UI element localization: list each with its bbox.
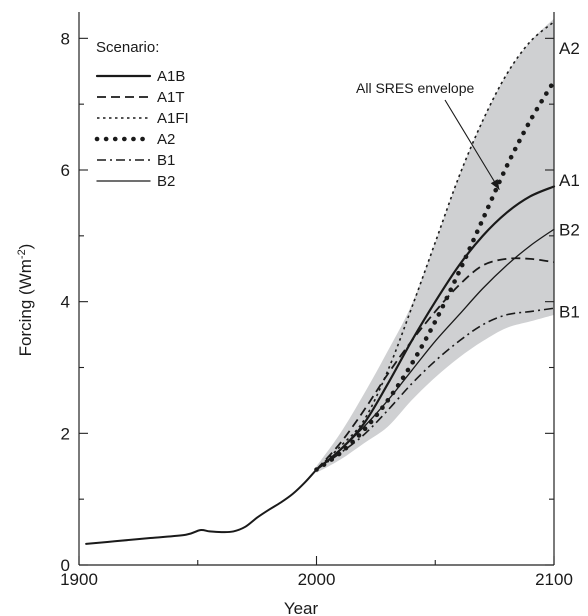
annotation-arrow-head	[490, 179, 500, 190]
y-tick-label: 0	[61, 556, 70, 575]
end-label-a1: A1	[559, 171, 580, 190]
y-axis-title-close: )	[16, 244, 35, 250]
historical-line	[85, 468, 318, 545]
legend-label-a1b: A1B	[157, 68, 185, 85]
end-label-a2: A2	[559, 39, 580, 58]
y-axis-title: Forcing (Wm-2)	[16, 244, 35, 357]
series-line-a1b	[315, 185, 556, 471]
legend-label-b1: B1	[157, 152, 175, 169]
legend-label-a2: A2	[157, 131, 175, 148]
x-axis-title: Year	[284, 599, 319, 616]
x-tick-label: 2000	[298, 570, 336, 589]
series-line-a1fi	[315, 21, 555, 471]
end-label-b1: B1	[559, 303, 580, 322]
series-line-b1	[316, 307, 555, 471]
x-tick-label: 2100	[535, 570, 573, 589]
legend-label-a1fi: A1FI	[157, 110, 189, 127]
y-tick-label: 6	[61, 161, 70, 180]
end-label-b2: B2	[559, 220, 580, 239]
y-axis-title-sup: -2	[16, 249, 28, 259]
series-line-a1t	[315, 257, 555, 471]
series-line-b2	[315, 228, 555, 471]
legend-label-b2: B2	[157, 173, 175, 190]
y-tick-label: 4	[61, 293, 70, 312]
y-tick-label: 2	[61, 424, 70, 443]
x-tick-label: 1900	[60, 570, 98, 589]
series-line-a2	[314, 78, 557, 472]
legend: Scenario: A1B A1T A1FI A2 B1 B2	[94, 39, 189, 190]
y-tick-label: 8	[61, 29, 70, 48]
legend-label-a1t: A1T	[157, 89, 185, 106]
annotation-arrow-line	[444, 99, 500, 191]
plot-area	[85, 18, 557, 545]
annotations: All SRES envelope A2 A1 B2 B1	[356, 39, 580, 321]
y-axis-title-main: Forcing (Wm	[16, 259, 35, 356]
axes: 0 2 4 6 8 1900 2000 2100	[60, 12, 573, 589]
sres-envelope-area	[316, 18, 554, 473]
envelope-annotation: All SRES envelope	[356, 80, 475, 96]
legend-title: Scenario:	[96, 39, 159, 56]
